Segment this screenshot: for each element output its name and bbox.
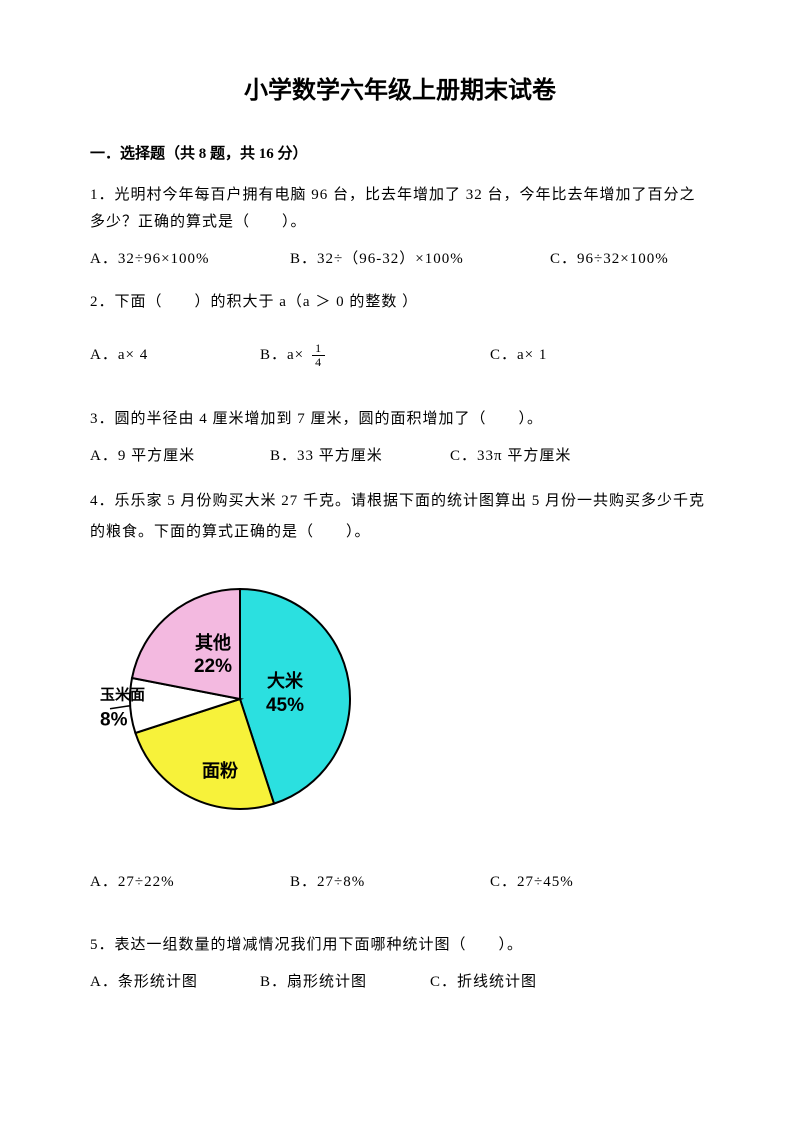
question-5: 5．表达一组数量的增减情况我们用下面哪种统计图（ ）。 A．条形统计图 B．扇形… bbox=[90, 932, 710, 996]
q5-option-c: C．折线统计图 bbox=[430, 969, 537, 996]
svg-text:45%: 45% bbox=[266, 695, 304, 716]
question-1-text: 1．光明村今年每百户拥有电脑 96 台，比去年增加了 32 台，今年比去年增加了… bbox=[90, 182, 710, 236]
svg-text:22%: 22% bbox=[194, 656, 232, 677]
svg-text:玉米面: 玉米面 bbox=[100, 685, 145, 703]
question-1: 1．光明村今年每百户拥有电脑 96 台，比去年增加了 32 台，今年比去年增加了… bbox=[90, 182, 710, 273]
section-1-header: 一．选择题（共 8 题，共 16 分） bbox=[90, 141, 710, 168]
question-2: 2．下面（ ）的积大于 a（a ＞ 0 的整数 ） A．a× 4 B．a× 1 … bbox=[90, 289, 710, 369]
pie-chart-svg: 大米 45% 面粉 其他 22% 玉米面 8% bbox=[100, 569, 400, 829]
q1-option-a: A．32÷96×100% bbox=[90, 246, 290, 273]
q4-option-a: A．27÷22% bbox=[90, 869, 290, 896]
q2-option-b: B．a× 1 4 bbox=[260, 342, 490, 369]
fraction-denominator: 4 bbox=[312, 356, 325, 369]
q1-option-c: C．96÷32×100% bbox=[550, 246, 669, 273]
question-2-text: 2．下面（ ）的积大于 a（a ＞ 0 的整数 ） bbox=[90, 289, 710, 316]
q2-option-b-prefix: B．a× bbox=[260, 342, 304, 369]
svg-text:面粉: 面粉 bbox=[202, 760, 238, 781]
page-title: 小学数学六年级上册期末试卷 bbox=[90, 70, 710, 113]
question-3: 3．圆的半径由 4 厘米增加到 7 厘米，圆的面积增加了（ ）。 A．9 平方厘… bbox=[90, 406, 710, 470]
q5-option-b: B．扇形统计图 bbox=[260, 969, 430, 996]
q3-option-b: B．33 平方厘米 bbox=[270, 443, 450, 470]
q4-option-b: B．27÷8% bbox=[290, 869, 490, 896]
svg-text:大米: 大米 bbox=[267, 670, 304, 691]
q3-option-a: A．9 平方厘米 bbox=[90, 443, 270, 470]
q4-option-c: C．27÷45% bbox=[490, 869, 574, 896]
q3-option-c: C．33π 平方厘米 bbox=[450, 443, 571, 470]
question-5-text: 5．表达一组数量的增减情况我们用下面哪种统计图（ ）。 bbox=[90, 932, 710, 959]
q2-option-c: C．a× 1 bbox=[490, 342, 547, 369]
q1-option-b: B．32÷（96-32）×100% bbox=[290, 246, 550, 273]
question-4-text: 4．乐乐家 5 月份购买大米 27 千克。请根据下面的统计图算出 5 月份一共购… bbox=[90, 486, 710, 549]
q5-option-a: A．条形统计图 bbox=[90, 969, 260, 996]
pie-chart: 大米 45% 面粉 其他 22% 玉米面 8% bbox=[100, 569, 710, 839]
question-3-text: 3．圆的半径由 4 厘米增加到 7 厘米，圆的面积增加了（ ）。 bbox=[90, 406, 710, 433]
fraction-numerator: 1 bbox=[312, 342, 325, 356]
q2-option-a: A．a× 4 bbox=[90, 342, 260, 369]
fraction-icon: 1 4 bbox=[312, 342, 325, 369]
svg-text:其他: 其他 bbox=[195, 632, 231, 653]
question-4: 4．乐乐家 5 月份购买大米 27 千克。请根据下面的统计图算出 5 月份一共购… bbox=[90, 486, 710, 896]
svg-text:8%: 8% bbox=[100, 709, 128, 730]
